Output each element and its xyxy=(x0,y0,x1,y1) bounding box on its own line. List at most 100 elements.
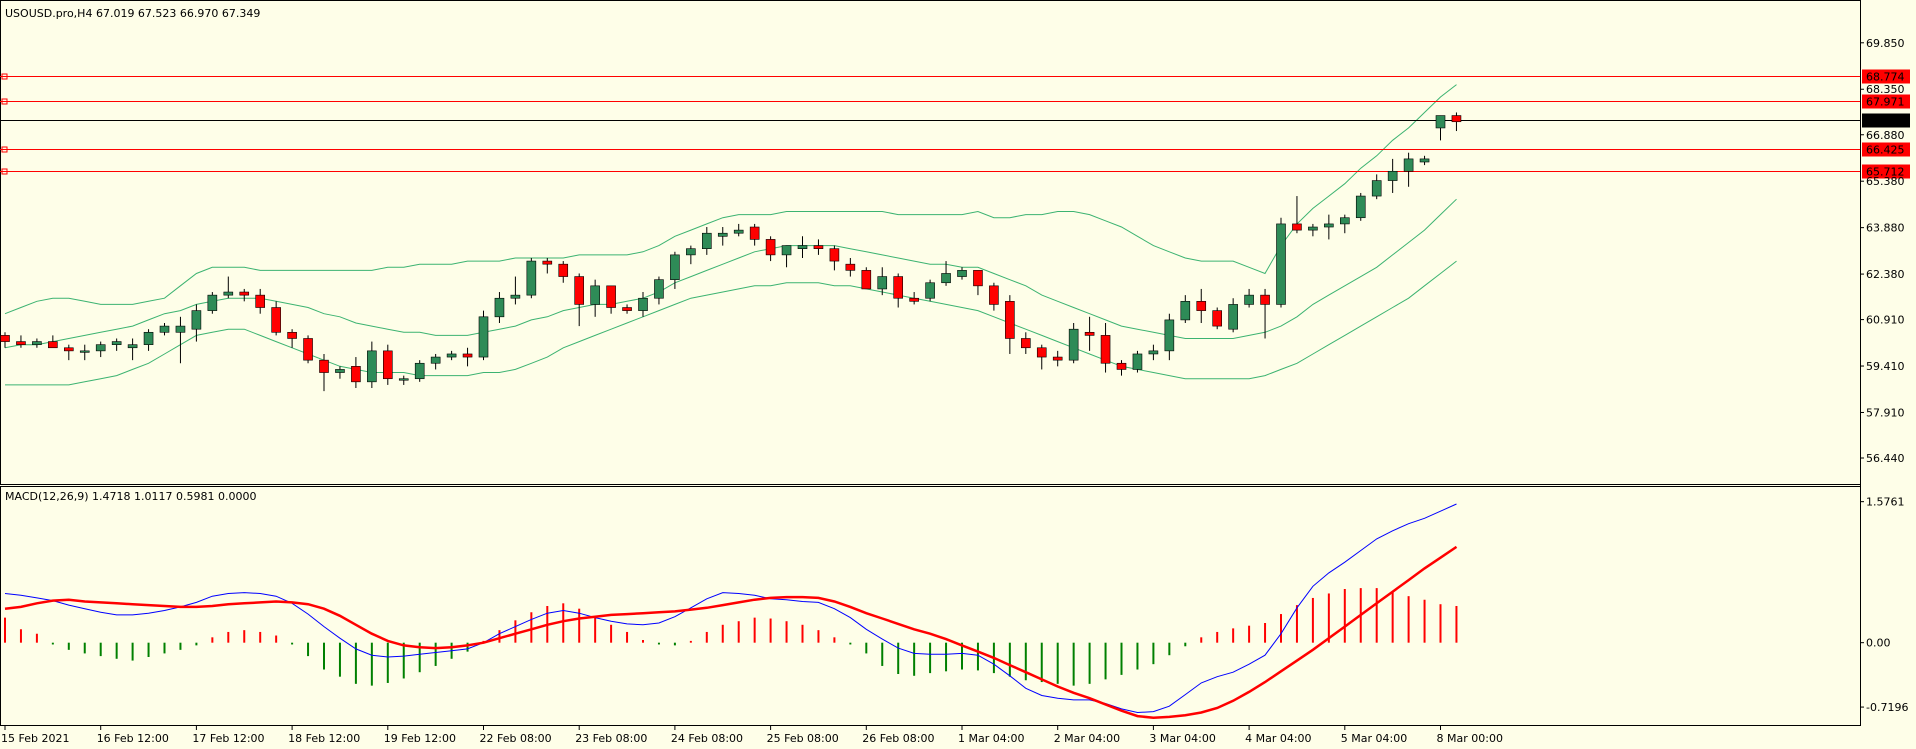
candle-body[interactable] xyxy=(64,347,74,352)
candle-body[interactable] xyxy=(606,285,616,308)
price-pane[interactable] xyxy=(0,73,1860,392)
candle-body[interactable] xyxy=(670,254,680,280)
candle-body[interactable] xyxy=(430,356,441,364)
candle-body[interactable] xyxy=(813,245,824,249)
candle-body[interactable] xyxy=(733,229,744,234)
candle-body[interactable] xyxy=(175,325,186,333)
candle-body[interactable] xyxy=(574,276,585,305)
candle-body[interactable] xyxy=(494,297,505,318)
candle-body[interactable] xyxy=(909,297,919,302)
candle-body[interactable] xyxy=(877,276,888,290)
candle-body[interactable] xyxy=(558,263,569,277)
macd-pane[interactable] xyxy=(4,503,1458,720)
candle-body[interactable] xyxy=(829,248,840,262)
candle-body[interactable] xyxy=(1132,353,1143,370)
candle-body[interactable] xyxy=(765,239,776,256)
candle-body[interactable] xyxy=(701,232,712,249)
candle-body[interactable] xyxy=(1340,217,1350,225)
candle-body[interactable] xyxy=(1100,335,1111,364)
candle-body[interactable] xyxy=(111,341,122,345)
candle-body[interactable] xyxy=(797,245,808,249)
candle-body[interactable] xyxy=(973,270,983,287)
price-level-handle[interactable] xyxy=(1,73,8,80)
candle-body[interactable] xyxy=(382,350,393,380)
candle-body[interactable] xyxy=(1292,223,1302,231)
candle-body[interactable] xyxy=(1036,347,1047,358)
candle-body[interactable] xyxy=(287,331,297,339)
candle-body[interactable] xyxy=(654,279,664,299)
candle-body[interactable] xyxy=(861,270,872,290)
candle-body[interactable] xyxy=(303,338,313,361)
candle-body[interactable] xyxy=(48,341,58,349)
candle-body[interactable] xyxy=(526,260,537,296)
candle-body[interactable] xyxy=(957,270,967,277)
candle-body[interactable] xyxy=(367,350,377,383)
candle-body[interactable] xyxy=(1212,310,1222,327)
price-pane-header: USOUSD.pro,H4 67.019 67.523 66.970 67.34… xyxy=(5,7,260,20)
candle-body[interactable] xyxy=(223,291,234,296)
candle-body[interactable] xyxy=(542,260,553,265)
candle-body[interactable] xyxy=(143,331,154,345)
candle-body[interactable] xyxy=(414,362,425,380)
candle-body[interactable] xyxy=(0,335,10,342)
candle-body[interactable] xyxy=(1387,170,1398,181)
candle-body[interactable] xyxy=(255,294,265,308)
candle-body[interactable] xyxy=(510,294,521,299)
candle-body[interactable] xyxy=(1355,195,1366,219)
candle-body[interactable] xyxy=(1005,301,1015,339)
candle-body[interactable] xyxy=(1228,304,1238,330)
candle-body[interactable] xyxy=(16,341,26,345)
price-level-handle[interactable] xyxy=(1,168,8,175)
candle-body[interactable] xyxy=(1324,223,1334,228)
candle-body[interactable] xyxy=(989,285,999,305)
candle-body[interactable] xyxy=(1116,362,1127,370)
candle-body[interactable] xyxy=(127,344,138,349)
candle-body[interactable] xyxy=(1403,158,1414,172)
candle-body[interactable] xyxy=(925,282,935,299)
candle-body[interactable] xyxy=(446,353,457,358)
candle-body[interactable] xyxy=(941,273,951,284)
candle-body[interactable] xyxy=(159,325,170,333)
candle-body[interactable] xyxy=(239,291,250,296)
candle-body[interactable] xyxy=(622,307,632,311)
candle-body[interactable] xyxy=(478,316,489,358)
candle-body[interactable] xyxy=(1164,319,1175,352)
candle-body[interactable] xyxy=(781,245,792,256)
candle-body[interactable] xyxy=(845,263,856,271)
candle-body[interactable] xyxy=(717,232,728,237)
candle-body[interactable] xyxy=(1084,331,1095,336)
candle-body[interactable] xyxy=(1244,294,1254,305)
candle-body[interactable] xyxy=(1451,115,1462,123)
candle-body[interactable] xyxy=(590,285,600,305)
candle-body[interactable] xyxy=(398,378,409,381)
candle-body[interactable] xyxy=(749,226,760,240)
candle-body[interactable] xyxy=(1068,328,1079,361)
candle-body[interactable] xyxy=(207,294,218,311)
candle-body[interactable] xyxy=(1148,350,1159,355)
candle-body[interactable] xyxy=(271,307,281,333)
candle-body[interactable] xyxy=(462,353,473,358)
candle-body[interactable] xyxy=(686,248,696,256)
candle-body[interactable] xyxy=(1052,356,1063,361)
candle-body[interactable] xyxy=(1196,301,1207,311)
candle-body[interactable] xyxy=(1020,338,1031,349)
candle-body[interactable] xyxy=(1260,294,1270,305)
candle-body[interactable] xyxy=(191,310,202,330)
candle-body[interactable] xyxy=(1435,115,1446,129)
candle-body[interactable] xyxy=(638,297,648,311)
candle-body[interactable] xyxy=(1276,223,1286,305)
candle-body[interactable] xyxy=(1419,158,1430,163)
candle-body[interactable] xyxy=(79,350,90,353)
candle-body[interactable] xyxy=(1308,226,1318,231)
candle-body[interactable] xyxy=(1180,301,1191,321)
candle-body[interactable] xyxy=(1371,180,1382,197)
candle-body[interactable] xyxy=(893,276,904,299)
candle-body[interactable] xyxy=(335,369,345,373)
price-level-handle[interactable] xyxy=(1,98,8,105)
candle-body[interactable] xyxy=(351,366,361,383)
candle-body[interactable] xyxy=(95,344,106,352)
candle-body[interactable] xyxy=(32,341,42,345)
candle-body[interactable] xyxy=(319,359,329,373)
price-level-handle[interactable] xyxy=(1,146,8,153)
